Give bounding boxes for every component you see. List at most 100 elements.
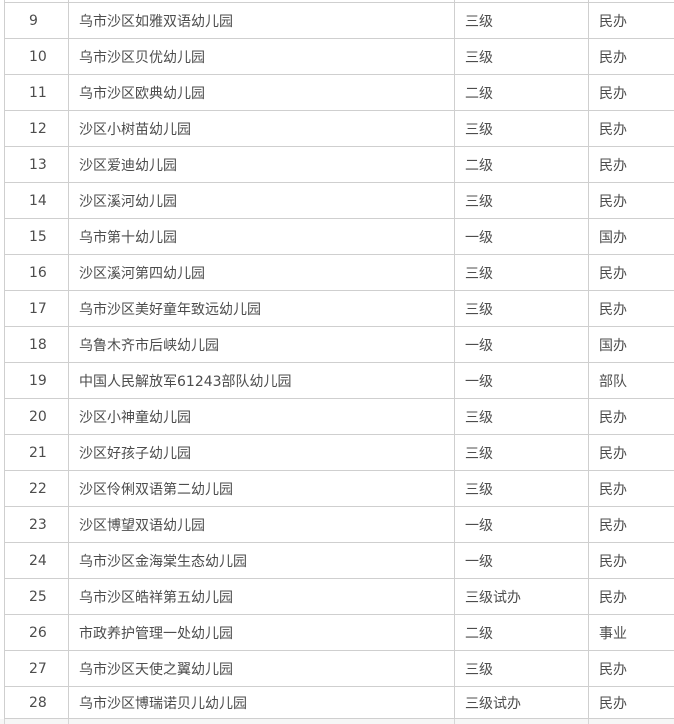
table-row: 11 乌市沙区欧典幼儿园 二级 民办 xyxy=(4,74,674,111)
cell-ownership-type: 国办 xyxy=(588,218,674,255)
cell-row-number: 13 xyxy=(4,146,69,183)
next-row-partial xyxy=(0,719,674,724)
cell-ownership-type: 民办 xyxy=(588,650,674,687)
cell-rating-level: 三级试办 xyxy=(454,578,589,615)
cell-kindergarten-name: 乌市沙区如雅双语幼儿园 xyxy=(68,2,455,39)
cell-kindergarten-name: 乌鲁木齐市后峡幼儿园 xyxy=(68,326,455,363)
cell-rating-level: 三级 xyxy=(454,434,589,471)
cell-row-number: 17 xyxy=(4,290,69,327)
cell-rating-level: 三级 xyxy=(454,182,589,219)
cell-ownership-type: 民办 xyxy=(588,146,674,183)
cell-kindergarten-name: 沙区溪河幼儿园 xyxy=(68,182,455,219)
cell-row-number: 9 xyxy=(4,2,69,39)
table-row: 15 乌市第十幼儿园 一级 国办 xyxy=(4,218,674,255)
column-divider-stub-1 xyxy=(68,0,69,2)
table-row: 10 乌市沙区贝优幼儿园 三级 民办 xyxy=(4,38,674,75)
table-row: 9 乌市沙区如雅双语幼儿园 三级 民办 xyxy=(4,2,674,39)
cell-rating-level: 三级 xyxy=(454,650,589,687)
cell-rating-level: 一级 xyxy=(454,506,589,543)
cell-rating-level: 二级 xyxy=(454,146,589,183)
cell-rating-level: 三级 xyxy=(454,38,589,75)
cell-row-number: 19 xyxy=(4,362,69,399)
column-divider-stub-bottom-1 xyxy=(68,719,69,724)
cell-kindergarten-name: 乌市沙区天使之翼幼儿园 xyxy=(68,650,455,687)
cell-rating-level: 三级 xyxy=(454,470,589,507)
cell-ownership-type: 民办 xyxy=(588,2,674,39)
table-row: 17 乌市沙区美好童年致远幼儿园 三级 民办 xyxy=(4,290,674,327)
table-left-border-stub xyxy=(4,0,5,2)
table-body: 9 乌市沙区如雅双语幼儿园 三级 民办 10 乌市沙区贝优幼儿园 三级 民办 1… xyxy=(4,2,674,719)
cell-rating-level: 一级 xyxy=(454,326,589,363)
cell-row-number: 20 xyxy=(4,398,69,435)
cell-kindergarten-name: 沙区小树苗幼儿园 xyxy=(68,110,455,147)
table-row: 26 市政养护管理一处幼儿园 二级 事业 xyxy=(4,614,674,651)
cell-ownership-type: 民办 xyxy=(588,74,674,111)
table-row: 14 沙区溪河幼儿园 三级 民办 xyxy=(4,182,674,219)
cell-ownership-type: 民办 xyxy=(588,578,674,615)
cell-row-number: 22 xyxy=(4,470,69,507)
cell-ownership-type: 民办 xyxy=(588,470,674,507)
cell-kindergarten-name: 乌市沙区博瑞诺贝儿幼儿园 xyxy=(68,686,455,719)
cell-row-number: 27 xyxy=(4,650,69,687)
cell-ownership-type: 民办 xyxy=(588,254,674,291)
cell-rating-level: 三级 xyxy=(454,254,589,291)
cell-row-number: 21 xyxy=(4,434,69,471)
cell-kindergarten-name: 沙区溪河第四幼儿园 xyxy=(68,254,455,291)
table-row: 20 沙区小神童幼儿园 三级 民办 xyxy=(4,398,674,435)
table-row: 21 沙区好孩子幼儿园 三级 民办 xyxy=(4,434,674,471)
table-row: 19 中国人民解放军61243部队幼儿园 一级 部队 xyxy=(4,362,674,399)
cell-rating-level: 三级试办 xyxy=(454,686,589,719)
cell-row-number: 24 xyxy=(4,542,69,579)
cell-kindergarten-name: 中国人民解放军61243部队幼儿园 xyxy=(68,362,455,399)
cell-row-number: 16 xyxy=(4,254,69,291)
table-row: 28 乌市沙区博瑞诺贝儿幼儿园 三级试办 民办 xyxy=(4,686,674,719)
cell-rating-level: 二级 xyxy=(454,74,589,111)
cell-ownership-type: 民办 xyxy=(588,542,674,579)
cell-row-number: 18 xyxy=(4,326,69,363)
cell-ownership-type: 事业 xyxy=(588,614,674,651)
table-row: 27 乌市沙区天使之翼幼儿园 三级 民办 xyxy=(4,650,674,687)
table-left-border-stub-bottom xyxy=(4,719,5,724)
cell-rating-level: 三级 xyxy=(454,2,589,39)
cell-kindergarten-name: 乌市沙区欧典幼儿园 xyxy=(68,74,455,111)
cell-ownership-type: 部队 xyxy=(588,362,674,399)
table-row: 22 沙区伶俐双语第二幼儿园 三级 民办 xyxy=(4,470,674,507)
cell-kindergarten-name: 乌市第十幼儿园 xyxy=(68,218,455,255)
cell-ownership-type: 民办 xyxy=(588,110,674,147)
cell-kindergarten-name: 乌市沙区皓祥第五幼儿园 xyxy=(68,578,455,615)
cell-row-number: 25 xyxy=(4,578,69,615)
cell-rating-level: 一级 xyxy=(454,218,589,255)
cell-kindergarten-name: 沙区爱迪幼儿园 xyxy=(68,146,455,183)
column-divider-stub-bottom-3 xyxy=(588,719,589,724)
table-row: 16 沙区溪河第四幼儿园 三级 民办 xyxy=(4,254,674,291)
column-divider-stub-3 xyxy=(588,0,589,2)
cell-rating-level: 二级 xyxy=(454,614,589,651)
column-divider-stub-bottom-2 xyxy=(454,719,455,724)
column-divider-stub-2 xyxy=(454,0,455,2)
table-row: 23 沙区博望双语幼儿园 一级 民办 xyxy=(4,506,674,543)
table-row: 25 乌市沙区皓祥第五幼儿园 三级试办 民办 xyxy=(4,578,674,615)
cell-kindergarten-name: 乌市沙区贝优幼儿园 xyxy=(68,38,455,75)
table-row: 24 乌市沙区金海棠生态幼儿园 一级 民办 xyxy=(4,542,674,579)
cell-ownership-type: 民办 xyxy=(588,686,674,719)
cell-ownership-type: 民办 xyxy=(588,290,674,327)
cell-kindergarten-name: 沙区伶俐双语第二幼儿园 xyxy=(68,470,455,507)
cell-ownership-type: 民办 xyxy=(588,506,674,543)
cell-row-number: 14 xyxy=(4,182,69,219)
kindergarten-rating-table: 9 乌市沙区如雅双语幼儿园 三级 民办 10 乌市沙区贝优幼儿园 三级 民办 1… xyxy=(4,2,674,719)
cell-rating-level: 一级 xyxy=(454,362,589,399)
cell-kindergarten-name: 沙区博望双语幼儿园 xyxy=(68,506,455,543)
cell-ownership-type: 民办 xyxy=(588,38,674,75)
cell-row-number: 12 xyxy=(4,110,69,147)
cell-kindergarten-name: 乌市沙区金海棠生态幼儿园 xyxy=(68,542,455,579)
cell-ownership-type: 国办 xyxy=(588,326,674,363)
table-row: 18 乌鲁木齐市后峡幼儿园 一级 国办 xyxy=(4,326,674,363)
cell-rating-level: 三级 xyxy=(454,110,589,147)
cell-row-number: 11 xyxy=(4,74,69,111)
cell-kindergarten-name: 乌市沙区美好童年致远幼儿园 xyxy=(68,290,455,327)
cell-row-number: 23 xyxy=(4,506,69,543)
cell-ownership-type: 民办 xyxy=(588,182,674,219)
cell-row-number: 15 xyxy=(4,218,69,255)
cell-row-number: 26 xyxy=(4,614,69,651)
